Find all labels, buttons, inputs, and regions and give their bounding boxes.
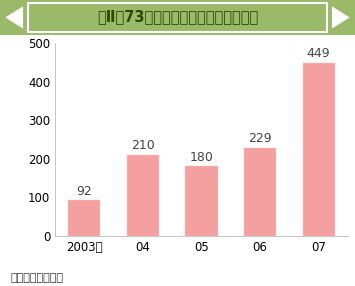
Text: 229: 229 bbox=[248, 132, 272, 145]
Bar bbox=[185, 166, 218, 236]
Text: 180: 180 bbox=[190, 151, 213, 164]
Bar bbox=[302, 63, 335, 236]
Bar bbox=[244, 148, 276, 236]
Text: 図Ⅱ－73　不正行為認定機関数の推移: 図Ⅱ－73 不正行為認定機関数の推移 bbox=[97, 9, 258, 24]
Bar bbox=[68, 200, 100, 236]
Text: 449: 449 bbox=[307, 47, 331, 60]
Polygon shape bbox=[332, 6, 350, 29]
Polygon shape bbox=[5, 6, 23, 29]
Text: 資料：法務省調べ: 資料：法務省調べ bbox=[11, 273, 64, 283]
Bar bbox=[127, 155, 159, 236]
Text: 210: 210 bbox=[131, 139, 155, 152]
FancyBboxPatch shape bbox=[28, 3, 327, 32]
Text: 92: 92 bbox=[76, 185, 92, 198]
